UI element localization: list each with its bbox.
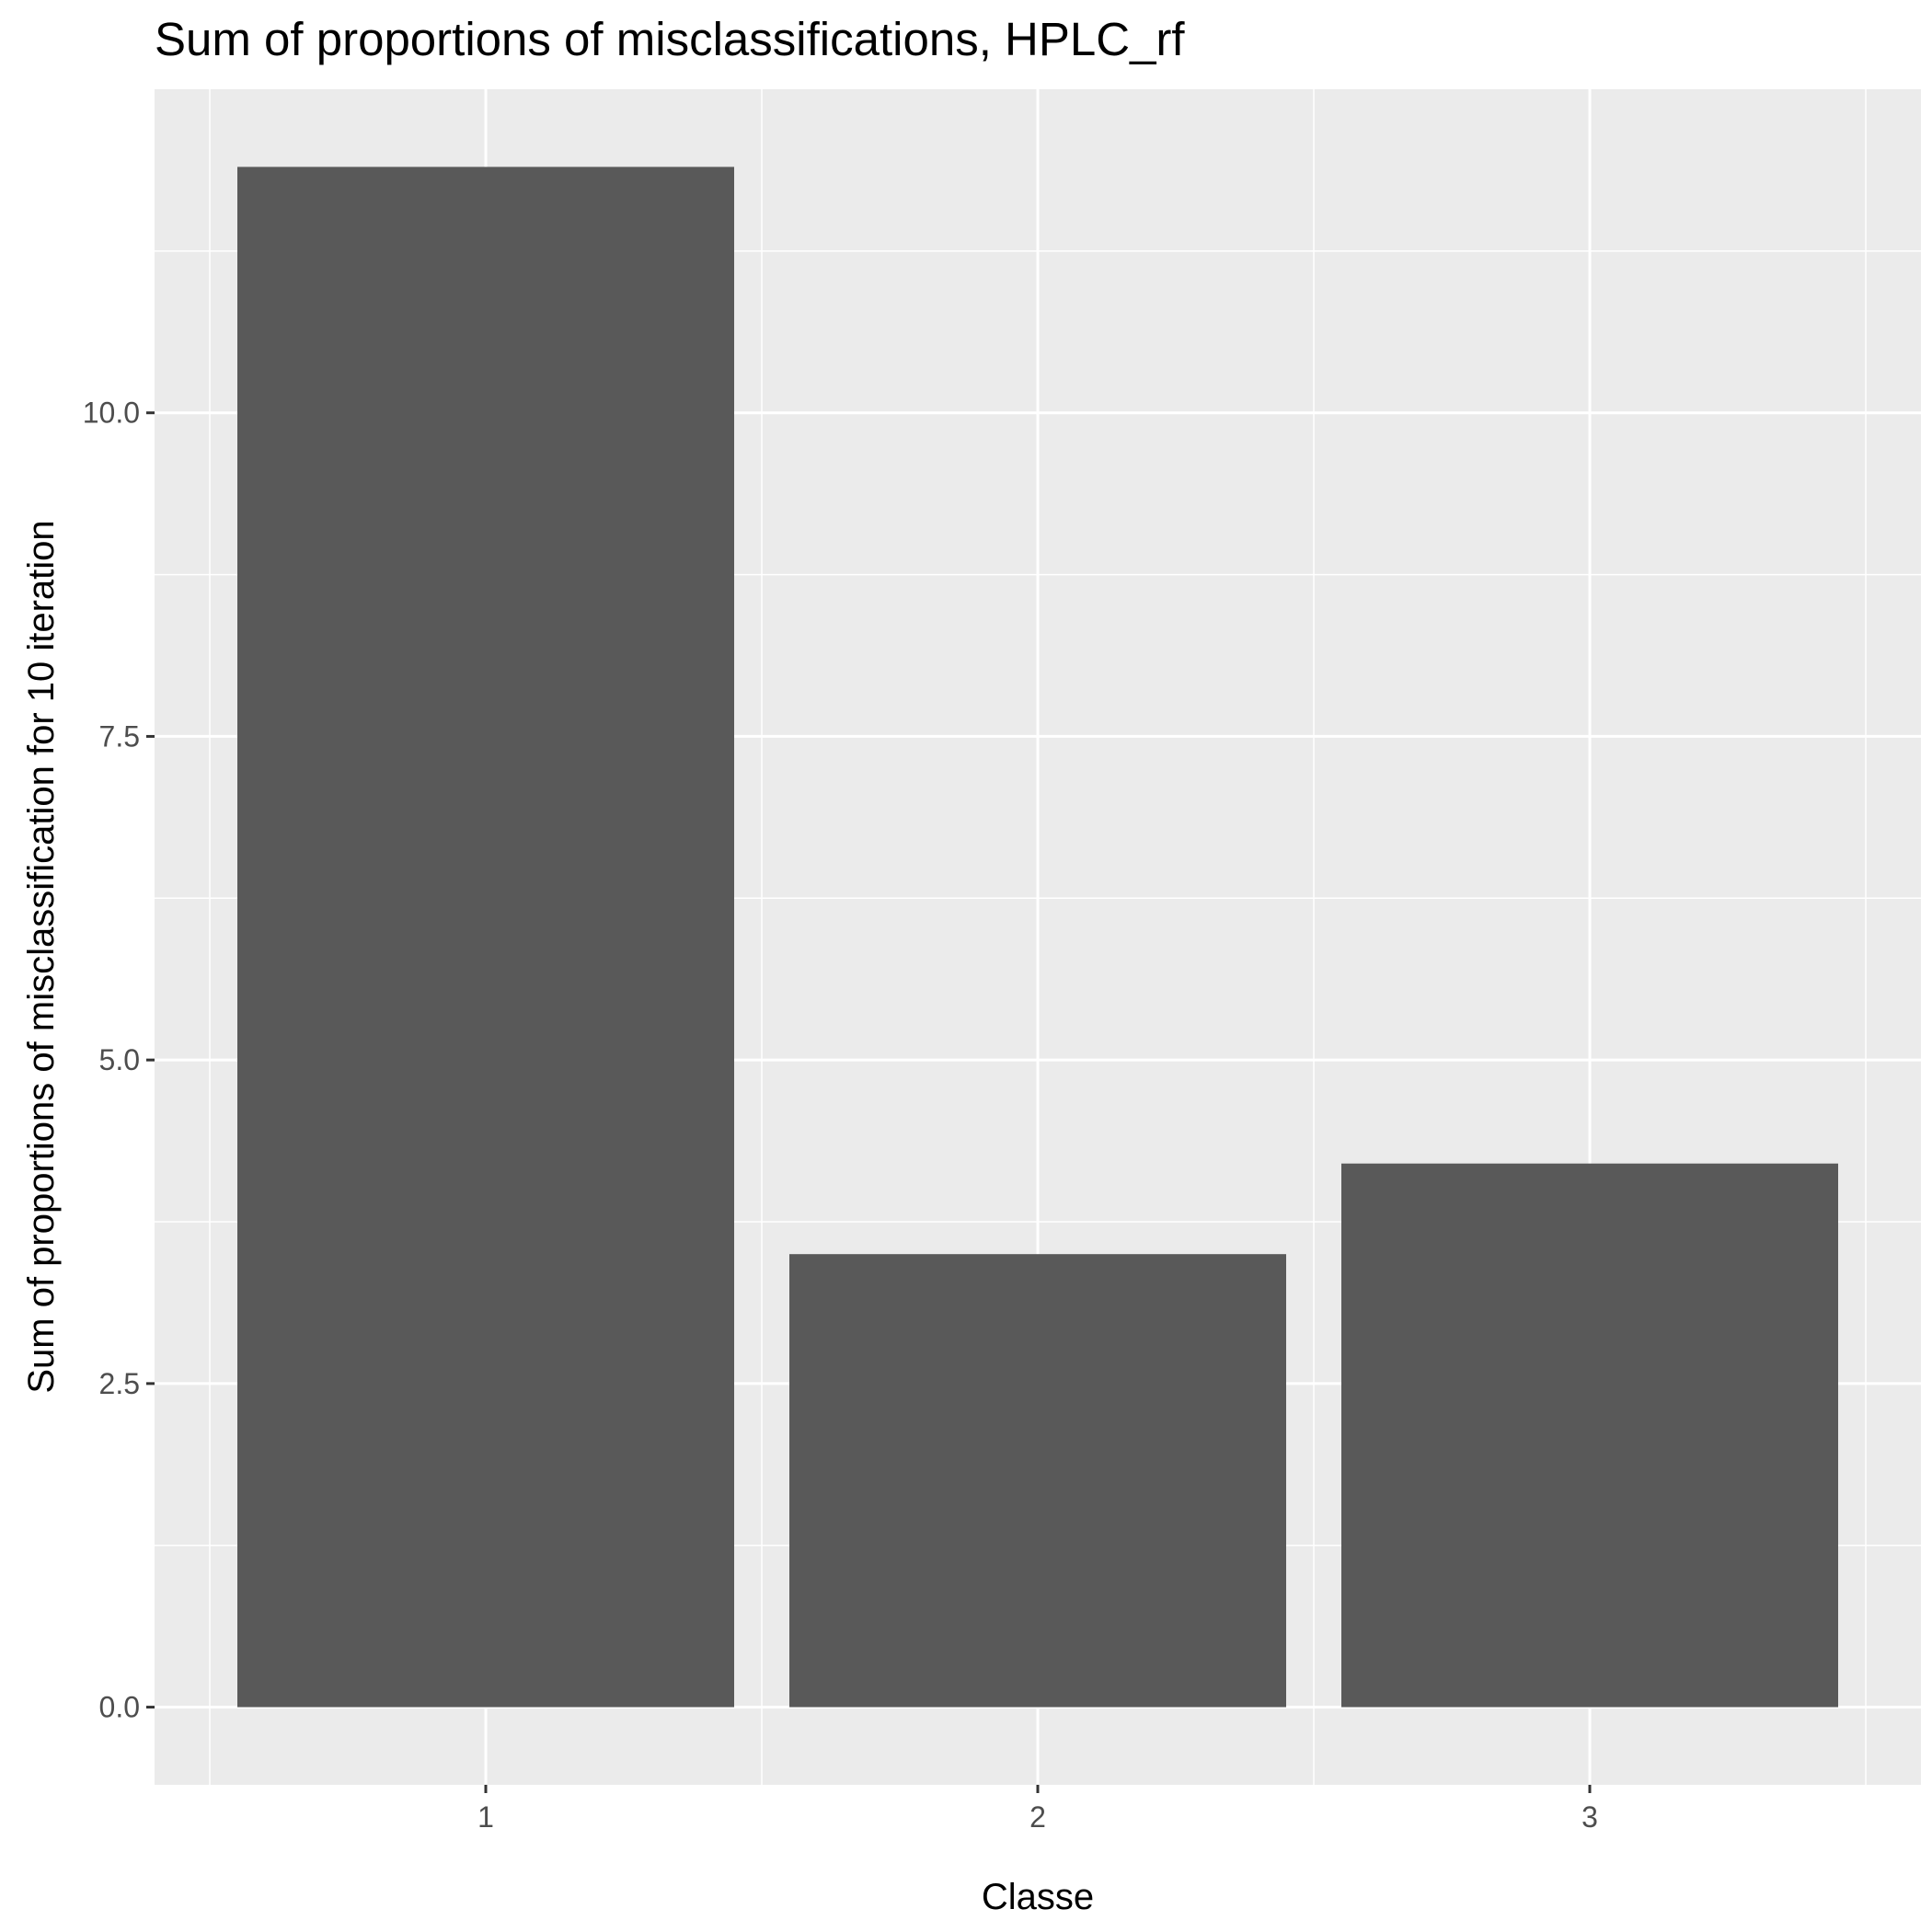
x-axis-title: Classe (982, 1877, 1094, 1917)
x-tick-label: 3 (1581, 1800, 1598, 1834)
chart-title: Sum of proportions of misclassifications… (155, 13, 1185, 65)
bar-classe-3 (1341, 1163, 1838, 1708)
y-axis-title: Sum of proportions of misclassification … (21, 520, 62, 1393)
x-tick-label: 2 (1029, 1800, 1046, 1834)
bars (237, 167, 1838, 1708)
y-axis-ticks: 0.0 2.5 5.0 7.5 10.0 (83, 397, 155, 1724)
bar-classe-1 (237, 167, 734, 1708)
x-axis-ticks: 1 2 3 (477, 1785, 1598, 1834)
y-tick-label: 7.5 (99, 719, 140, 753)
y-tick-label: 2.5 (99, 1367, 140, 1400)
bar-classe-2 (789, 1254, 1286, 1708)
y-tick-label: 0.0 (99, 1691, 140, 1724)
y-tick-label: 10.0 (83, 397, 140, 430)
minor-gridlines-x (209, 89, 1867, 1785)
x-tick-label: 1 (477, 1800, 494, 1834)
y-tick-label: 5.0 (99, 1043, 140, 1076)
